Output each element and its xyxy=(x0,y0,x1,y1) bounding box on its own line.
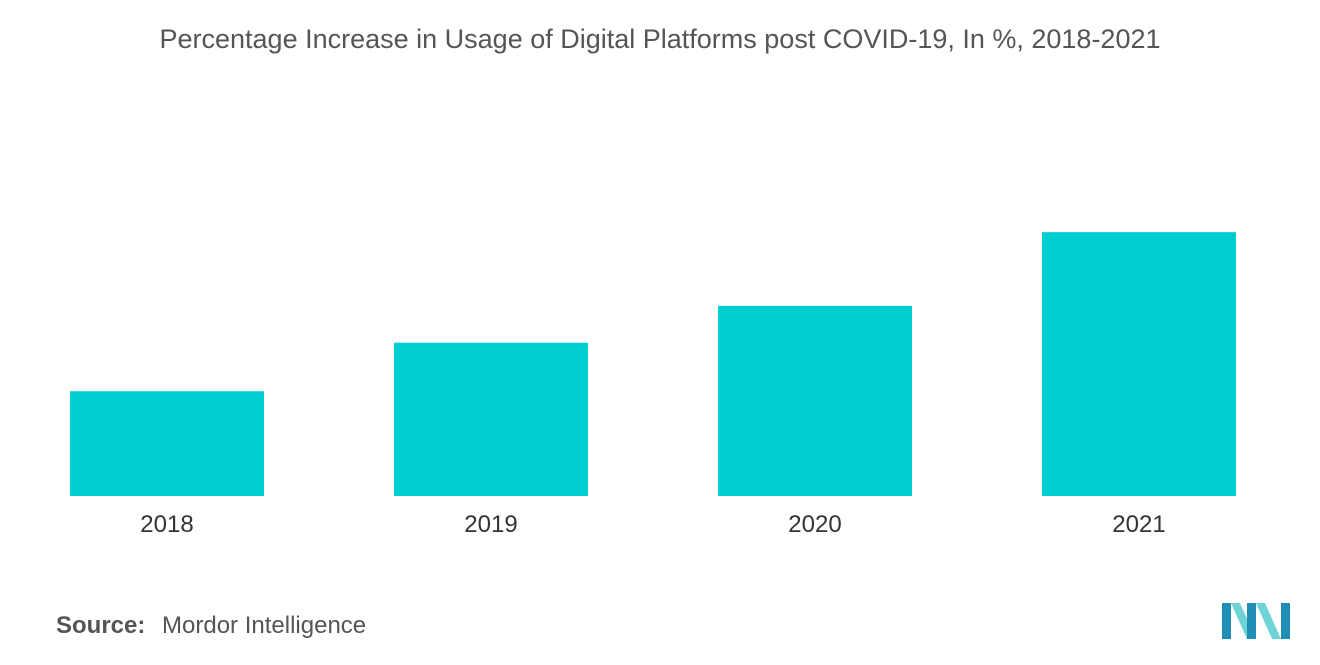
x-tick-label-2019: 2019 xyxy=(464,511,517,538)
logo-bar-3 xyxy=(1281,603,1290,639)
bar-2018 xyxy=(70,391,264,496)
bar-2020 xyxy=(718,305,912,496)
mordor-intelligence-logo-icon xyxy=(1222,603,1290,639)
logo-slant-2 xyxy=(1256,603,1281,639)
x-tick-label-2021: 2021 xyxy=(1112,511,1165,538)
bar-2019 xyxy=(394,342,588,496)
source-footer: Source: Mordor Intelligence xyxy=(56,612,366,640)
source-value: Mordor Intelligence xyxy=(162,612,367,639)
logo-bar-2 xyxy=(1247,603,1256,639)
x-tick-label-2018: 2018 xyxy=(140,511,193,538)
source-label: Source: xyxy=(56,612,146,639)
x-tick-label-2020: 2020 xyxy=(788,511,841,538)
chart-title: Percentage Increase in Usage of Digital … xyxy=(159,24,1161,54)
logo-bar-1 xyxy=(1222,603,1231,639)
bar-2021 xyxy=(1042,232,1236,496)
